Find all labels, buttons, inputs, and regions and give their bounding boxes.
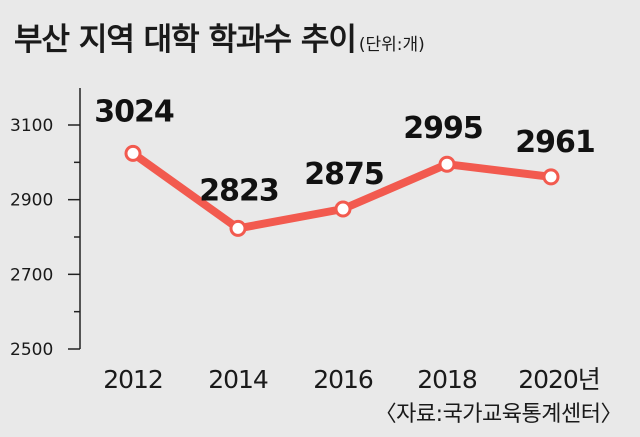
- x-tick-label: 2014: [208, 365, 268, 394]
- y-tick-label: 2700: [10, 265, 53, 285]
- y-tick-label: 3100: [10, 116, 53, 136]
- x-tick-label: 2012: [103, 365, 163, 394]
- y-tick-labels: 3100 2900 2700 2500: [10, 116, 53, 360]
- chart-title: 부산 지역 대학 학과수 추이 (단위:개): [14, 14, 425, 59]
- unit-label: (단위:개): [358, 35, 425, 55]
- data-label: 2995: [403, 111, 483, 146]
- data-point-marker: [542, 168, 560, 186]
- data-labels: 3024 2823 2875 2995 2961: [94, 94, 596, 208]
- data-point-marker: [334, 200, 352, 218]
- source-note: 〈자료:국가교육통계센터〉: [374, 402, 623, 427]
- data-point-marker: [438, 155, 456, 173]
- data-point-marker: [229, 219, 247, 237]
- y-tick-label: 2900: [10, 191, 53, 211]
- x-tick-label: 2020년: [518, 365, 600, 394]
- y-axis: [68, 88, 81, 350]
- title-text: 부산 지역 대학 학과수 추이: [14, 22, 357, 58]
- y-tick-label: 2500: [10, 340, 53, 360]
- data-label: 2823: [199, 173, 279, 208]
- x-tick-labels: 2012 2014 2016 2018 2020년: [103, 365, 601, 394]
- data-label: 3024: [94, 94, 174, 129]
- data-point-marker: [124, 144, 142, 162]
- x-tick-label: 2018: [417, 365, 477, 394]
- data-points: [124, 144, 560, 237]
- x-tick-label: 2016: [313, 365, 373, 394]
- data-label: 2875: [304, 157, 384, 192]
- data-label: 2961: [515, 125, 595, 160]
